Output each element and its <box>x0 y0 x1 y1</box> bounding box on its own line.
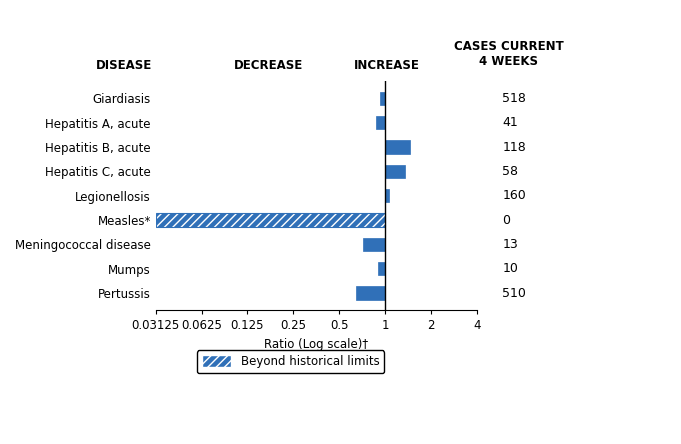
Text: 118: 118 <box>503 140 526 154</box>
Text: 41: 41 <box>503 116 518 129</box>
Bar <box>385 189 389 202</box>
Text: DECREASE: DECREASE <box>234 59 302 72</box>
Text: DISEASE: DISEASE <box>96 59 153 72</box>
Bar <box>378 262 385 275</box>
Bar <box>380 91 385 105</box>
Legend: Beyond historical limits: Beyond historical limits <box>197 350 384 373</box>
Text: 160: 160 <box>503 189 526 202</box>
Text: INCREASE: INCREASE <box>354 59 419 72</box>
X-axis label: Ratio (Log scale)†: Ratio (Log scale)† <box>264 338 368 351</box>
Bar <box>377 116 385 129</box>
Text: 13: 13 <box>503 238 518 251</box>
Bar <box>156 214 385 227</box>
Bar <box>385 140 409 154</box>
Bar <box>156 214 385 227</box>
Text: 10: 10 <box>503 262 518 275</box>
Text: 510: 510 <box>503 286 526 300</box>
Bar <box>356 286 385 300</box>
Text: 518: 518 <box>503 92 526 105</box>
Text: 0: 0 <box>503 214 510 226</box>
Text: CASES CURRENT
4 WEEKS: CASES CURRENT 4 WEEKS <box>454 40 564 67</box>
Text: 58: 58 <box>503 165 518 178</box>
Bar <box>363 238 385 251</box>
Bar <box>385 165 405 178</box>
